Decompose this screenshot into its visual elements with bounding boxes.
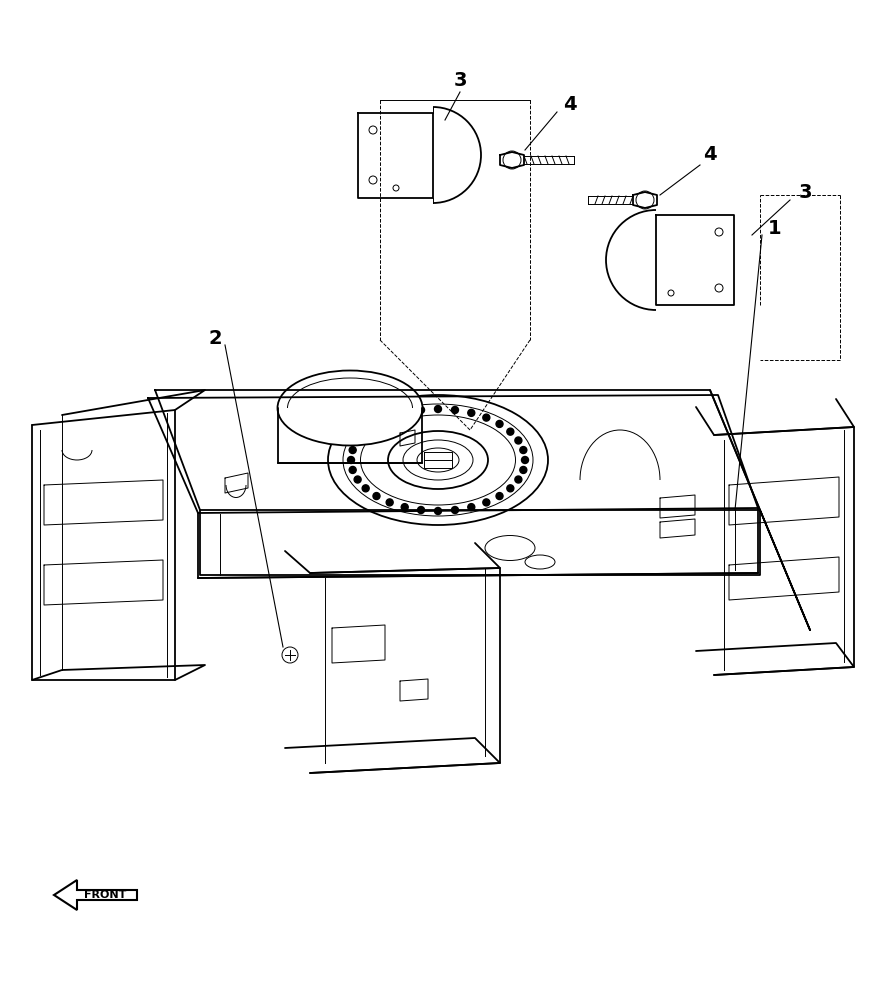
Circle shape [514, 476, 522, 483]
Circle shape [417, 406, 424, 413]
Circle shape [401, 504, 408, 511]
Circle shape [362, 428, 370, 435]
Circle shape [636, 191, 654, 209]
Circle shape [347, 456, 354, 464]
Text: 3: 3 [798, 184, 812, 202]
Circle shape [417, 507, 424, 514]
Circle shape [468, 504, 475, 511]
Circle shape [520, 466, 527, 473]
Circle shape [349, 447, 356, 454]
Circle shape [373, 420, 380, 427]
Circle shape [354, 437, 362, 444]
Circle shape [373, 493, 380, 500]
Text: 2: 2 [209, 328, 222, 348]
Circle shape [386, 414, 393, 421]
Polygon shape [54, 880, 137, 910]
Ellipse shape [388, 431, 488, 489]
Circle shape [452, 507, 459, 514]
Circle shape [496, 493, 503, 500]
Circle shape [349, 466, 356, 473]
Circle shape [386, 499, 393, 506]
Circle shape [503, 151, 521, 169]
Circle shape [435, 508, 441, 514]
Circle shape [483, 414, 490, 421]
Ellipse shape [278, 370, 423, 446]
Text: 4: 4 [563, 96, 577, 114]
Circle shape [496, 420, 503, 427]
Circle shape [362, 485, 370, 492]
Circle shape [354, 476, 362, 483]
Circle shape [520, 447, 527, 454]
Circle shape [468, 409, 475, 416]
Circle shape [507, 428, 514, 435]
Text: 1: 1 [768, 219, 781, 237]
Circle shape [522, 456, 529, 464]
Ellipse shape [403, 440, 473, 480]
Circle shape [435, 406, 441, 412]
Text: FRONT: FRONT [84, 890, 126, 900]
Text: 3: 3 [453, 70, 467, 90]
Ellipse shape [417, 448, 459, 472]
Text: 4: 4 [703, 145, 717, 164]
Circle shape [452, 406, 459, 413]
Circle shape [282, 647, 298, 663]
Circle shape [514, 437, 522, 444]
Circle shape [507, 485, 514, 492]
Circle shape [401, 409, 408, 416]
Circle shape [483, 499, 490, 506]
